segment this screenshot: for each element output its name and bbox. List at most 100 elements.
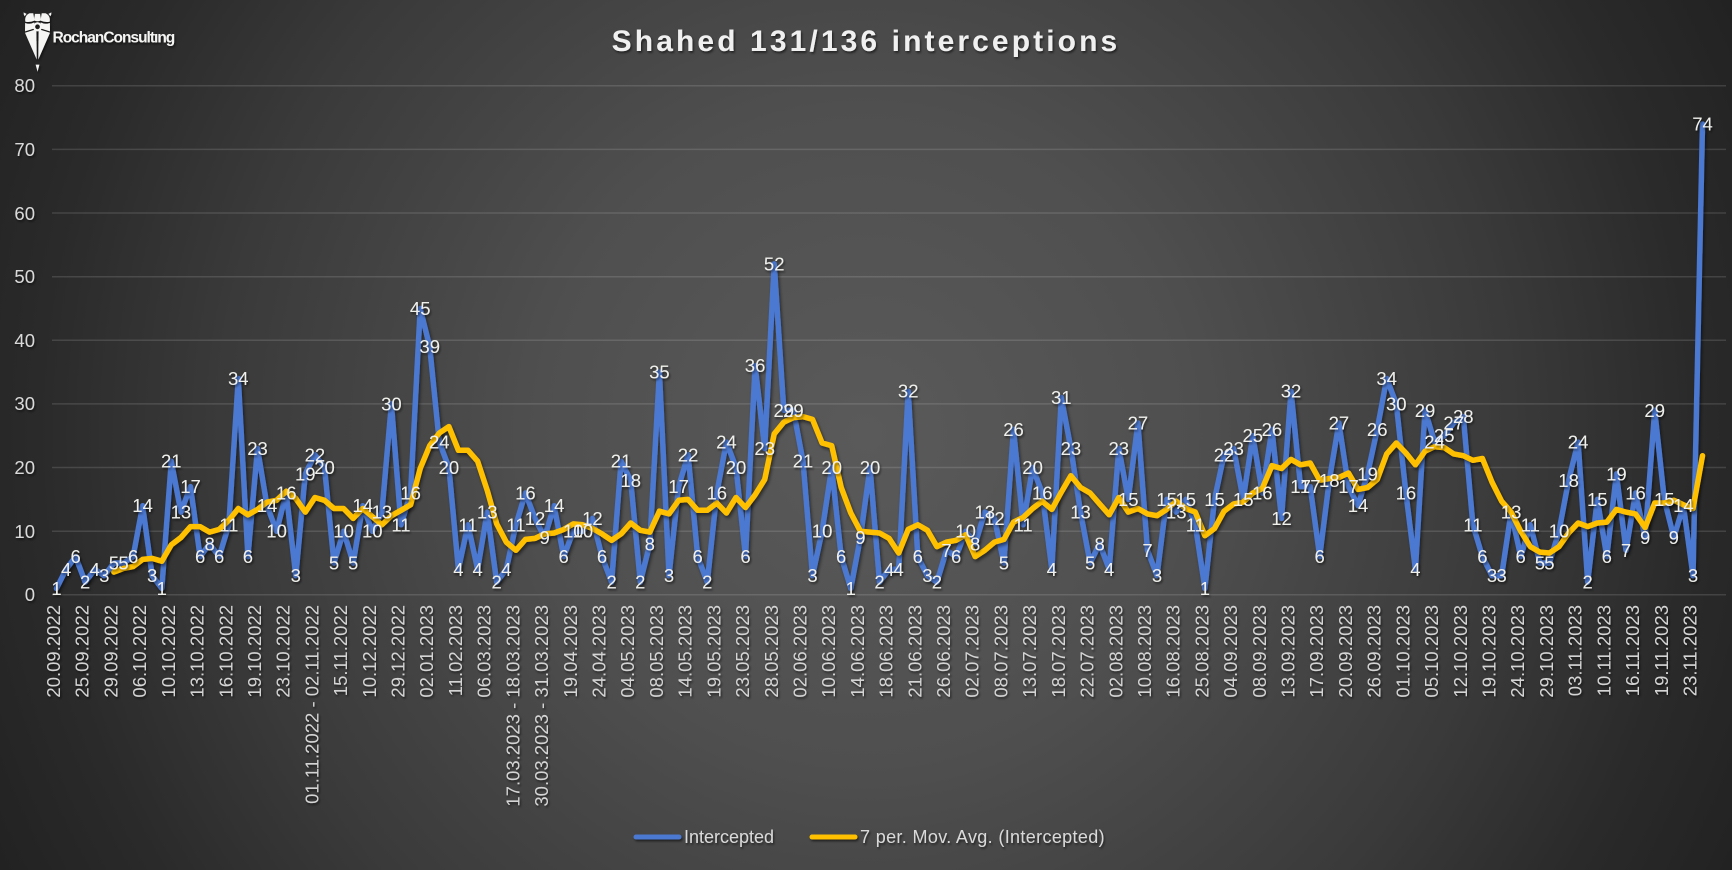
svg-text:13: 13 [1501, 502, 1522, 523]
svg-text:18.07.2023: 18.07.2023 [1048, 605, 1069, 698]
svg-text:39: 39 [419, 336, 440, 357]
svg-text:15: 15 [1587, 489, 1608, 510]
svg-text:60: 60 [14, 203, 35, 224]
svg-text:6: 6 [836, 546, 846, 567]
svg-text:10: 10 [563, 521, 584, 542]
svg-text:20: 20 [860, 457, 881, 478]
svg-text:6: 6 [70, 546, 80, 567]
svg-text:14: 14 [352, 495, 373, 516]
svg-text:34: 34 [228, 368, 249, 389]
svg-text:3: 3 [1496, 565, 1506, 586]
svg-text:24: 24 [716, 432, 737, 453]
svg-text:4: 4 [472, 559, 482, 580]
svg-text:25: 25 [1434, 425, 1455, 446]
svg-text:80: 80 [14, 75, 35, 96]
svg-text:14.06.2023: 14.06.2023 [847, 605, 868, 698]
svg-text:19: 19 [1606, 463, 1627, 484]
svg-text:4: 4 [1104, 559, 1114, 580]
svg-text:19.11.2023: 19.11.2023 [1651, 605, 1672, 696]
svg-text:19.05.2023: 19.05.2023 [703, 605, 724, 698]
svg-text:4: 4 [1047, 559, 1057, 580]
svg-text:1: 1 [846, 578, 856, 599]
svg-text:18: 18 [1558, 470, 1579, 491]
svg-text:19: 19 [295, 463, 316, 484]
svg-text:24: 24 [1568, 432, 1589, 453]
svg-text:15: 15 [1156, 489, 1177, 510]
svg-text:25.09.2022: 25.09.2022 [72, 605, 93, 698]
svg-text:1: 1 [157, 578, 167, 599]
svg-text:20.09.2023: 20.09.2023 [1335, 605, 1356, 698]
svg-text:16: 16 [515, 483, 536, 504]
svg-text:13: 13 [171, 502, 192, 523]
svg-text:19.10.2022: 19.10.2022 [244, 605, 265, 698]
svg-text:11.02.2023: 11.02.2023 [445, 605, 466, 696]
svg-text:4: 4 [61, 559, 71, 580]
svg-text:2: 2 [606, 572, 616, 593]
svg-text:30: 30 [1386, 393, 1407, 414]
svg-text:16.08.2023: 16.08.2023 [1163, 605, 1184, 698]
svg-text:5: 5 [1085, 553, 1095, 574]
svg-text:06.03.2023: 06.03.2023 [474, 605, 495, 698]
svg-text:29.09.2022: 29.09.2022 [100, 605, 121, 698]
svg-text:2: 2 [1583, 572, 1593, 593]
svg-text:2: 2 [635, 572, 645, 593]
svg-text:26.09.2023: 26.09.2023 [1364, 605, 1385, 698]
svg-text:22: 22 [678, 444, 699, 465]
svg-text:06.10.2022: 06.10.2022 [129, 605, 150, 698]
svg-text:15.11.2022: 15.11.2022 [330, 605, 351, 696]
svg-text:6: 6 [740, 546, 750, 567]
svg-text:23: 23 [1223, 438, 1244, 459]
svg-text:6: 6 [1315, 546, 1325, 567]
svg-text:52: 52 [764, 253, 785, 274]
svg-text:0: 0 [25, 584, 35, 605]
svg-text:14.05.2023: 14.05.2023 [675, 605, 696, 698]
svg-text:2: 2 [80, 572, 90, 593]
svg-text:23: 23 [247, 438, 268, 459]
svg-text:3: 3 [922, 565, 932, 586]
svg-text:26: 26 [1367, 419, 1388, 440]
svg-text:16: 16 [400, 483, 421, 504]
svg-text:11: 11 [391, 514, 410, 535]
svg-text:2: 2 [932, 572, 942, 593]
svg-text:08.09.2023: 08.09.2023 [1249, 605, 1270, 698]
svg-text:50: 50 [14, 266, 35, 287]
svg-text:02.06.2023: 02.06.2023 [790, 605, 811, 698]
svg-text:30: 30 [14, 393, 35, 414]
svg-text:13.10.2022: 13.10.2022 [187, 605, 208, 698]
svg-text:29.10.2023: 29.10.2023 [1536, 605, 1557, 698]
svg-text:20: 20 [821, 457, 842, 478]
svg-text:13.09.2023: 13.09.2023 [1278, 605, 1299, 698]
svg-text:02.01.2023: 02.01.2023 [416, 605, 437, 698]
svg-text:5: 5 [109, 553, 119, 574]
svg-text:15: 15 [1176, 489, 1197, 510]
svg-text:8: 8 [204, 533, 214, 554]
svg-text:6: 6 [1602, 546, 1612, 567]
svg-text:4: 4 [90, 559, 100, 580]
svg-text:14: 14 [132, 495, 153, 516]
svg-text:12: 12 [582, 508, 603, 529]
svg-text:6: 6 [195, 546, 205, 567]
svg-text:11: 11 [1463, 514, 1482, 535]
svg-text:12: 12 [1271, 508, 1292, 529]
svg-text:4: 4 [501, 559, 511, 580]
svg-text:10.10.2022: 10.10.2022 [158, 605, 179, 698]
svg-text:18: 18 [620, 470, 641, 491]
svg-text:21: 21 [611, 451, 632, 472]
svg-text:10: 10 [14, 521, 35, 542]
svg-text:22: 22 [305, 444, 326, 465]
svg-text:13: 13 [372, 502, 393, 523]
svg-text:17: 17 [1290, 476, 1311, 497]
svg-text:16: 16 [1396, 483, 1417, 504]
svg-text:11: 11 [219, 514, 238, 535]
svg-text:23.05.2023: 23.05.2023 [732, 605, 753, 698]
svg-text:3: 3 [1487, 565, 1497, 586]
svg-text:5: 5 [348, 553, 358, 574]
svg-text:1: 1 [51, 578, 61, 599]
svg-text:08.05.2023: 08.05.2023 [646, 605, 667, 698]
svg-text:16: 16 [1625, 483, 1646, 504]
svg-text:26.06.2023: 26.06.2023 [933, 605, 954, 698]
svg-text:6: 6 [951, 546, 961, 567]
svg-text:29.12.2022: 29.12.2022 [388, 605, 409, 698]
svg-text:4: 4 [894, 559, 904, 580]
svg-text:8: 8 [970, 533, 980, 554]
